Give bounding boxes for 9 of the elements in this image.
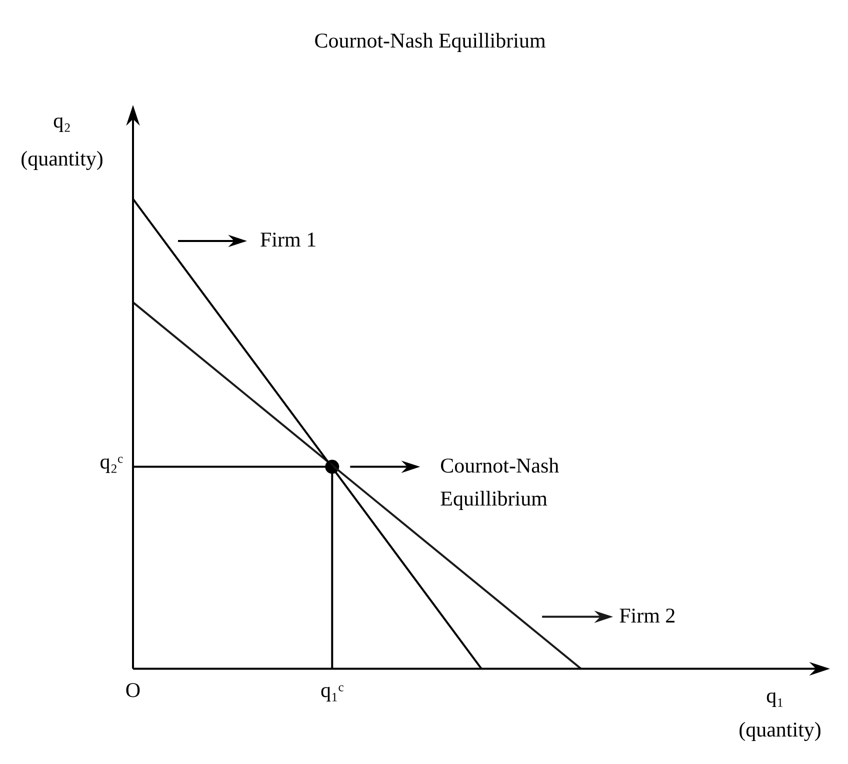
x-tick-label: q₁ᶜ: [320, 678, 344, 702]
chart-title: Cournot-Nash Equillibrium: [314, 28, 546, 53]
annotation: Cournot-Nash Equillibrium: [440, 453, 560, 510]
x-tick-label: O: [125, 678, 141, 702]
legend-label: Firm 2: [619, 603, 676, 628]
text: q₂ᶜ: [100, 449, 124, 474]
legend-label: Firm 1: [260, 227, 317, 252]
x-axis-title: q₁ (quantity): [738, 683, 822, 742]
y-axis-title: q₂ (quantity): [20, 108, 104, 171]
